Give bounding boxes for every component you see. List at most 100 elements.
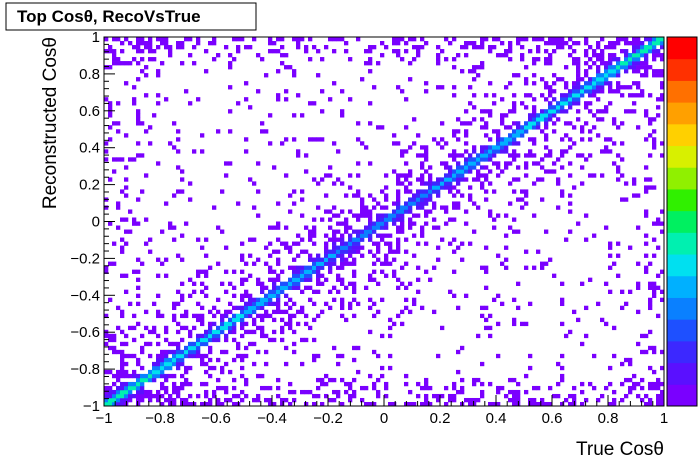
heatmap-cell [276, 225, 281, 230]
heatmap-cell [348, 173, 353, 178]
heatmap-cell [376, 233, 381, 238]
heatmap-cell [112, 57, 117, 62]
heatmap-cell [340, 181, 345, 186]
heatmap-cell [288, 265, 293, 270]
heatmap-cell [616, 253, 621, 258]
heatmap-cell [616, 85, 621, 90]
heatmap-cell [588, 85, 593, 90]
heatmap-cell [516, 389, 521, 395]
heatmap-cell [548, 113, 553, 118]
heatmap-cell [320, 377, 325, 383]
heatmap-cell [228, 161, 233, 166]
heatmap-cell [168, 361, 173, 367]
heatmap-cell [348, 253, 353, 258]
heatmap-cell [532, 81, 537, 86]
heatmap-cell [512, 157, 517, 162]
heatmap-cell [476, 397, 481, 403]
heatmap-cell [656, 273, 661, 278]
heatmap-cell [460, 165, 465, 170]
heatmap-cell [424, 213, 429, 218]
heatmap-cell [532, 61, 537, 66]
heatmap-cell [456, 389, 461, 395]
heatmap-cell [228, 85, 233, 90]
heatmap-cell [472, 65, 477, 70]
heatmap-cell [540, 129, 545, 134]
heatmap-cell [156, 333, 161, 339]
heatmap-cell [472, 397, 477, 403]
heatmap-cell [324, 241, 329, 246]
heatmap-cell [324, 233, 329, 238]
heatmap-cell [120, 189, 125, 194]
heatmap-cell [200, 321, 205, 327]
heatmap-cell [300, 249, 305, 254]
heatmap-cell [168, 393, 173, 399]
heatmap-cell [304, 313, 309, 319]
heatmap-cell [120, 273, 125, 278]
heatmap-cell [520, 37, 525, 42]
heatmap-cell [396, 237, 401, 242]
heatmap-cell [572, 125, 577, 130]
heatmap-cell [472, 77, 477, 82]
heatmap-cell [176, 357, 181, 363]
heatmap-cell [384, 385, 389, 391]
heatmap-cell [556, 77, 561, 82]
heatmap-cell [268, 289, 273, 294]
heatmap-cell [484, 133, 489, 138]
heatmap-cell [116, 369, 121, 375]
heatmap-cell [452, 133, 457, 138]
heatmap-cell [644, 241, 649, 246]
heatmap-cell [636, 281, 641, 286]
heatmap-cell [120, 381, 125, 387]
heatmap-cell [496, 37, 501, 42]
heatmap-cell [608, 81, 613, 86]
heatmap-cell [544, 113, 549, 118]
heatmap-cell [508, 225, 513, 230]
heatmap-cell [380, 217, 385, 222]
heatmap-cell [132, 269, 137, 274]
heatmap-cell [604, 321, 609, 327]
heatmap-cell [592, 53, 597, 58]
heatmap-cell [308, 233, 313, 238]
heatmap-cell [588, 173, 593, 178]
heatmap-cell [504, 141, 509, 146]
heatmap-cell [340, 237, 345, 242]
heatmap-cell [500, 97, 505, 102]
heatmap-cell [160, 349, 165, 355]
heatmap-cell [472, 45, 477, 50]
heatmap-cell [408, 201, 413, 206]
heatmap-cell [560, 77, 565, 82]
heatmap-cell [576, 317, 581, 323]
heatmap-cell [428, 197, 433, 202]
heatmap-cell [344, 49, 349, 54]
heatmap-cell [576, 65, 581, 70]
heatmap-cell [432, 265, 437, 270]
heatmap-cell [232, 37, 237, 42]
heatmap-cell [384, 205, 389, 210]
heatmap-cell [568, 161, 573, 166]
heatmap-cell [424, 201, 429, 206]
heatmap-cell [540, 113, 545, 118]
heatmap-cell [564, 109, 569, 114]
heatmap-cell [284, 301, 289, 307]
heatmap-cell [560, 373, 565, 379]
heatmap-cell [612, 45, 617, 50]
heatmap-cell [420, 201, 425, 206]
heatmap-cell [464, 149, 469, 154]
heatmap-cell [500, 141, 505, 146]
heatmap-cell [104, 37, 109, 42]
heatmap-cell [204, 253, 209, 258]
heatmap-cell [644, 349, 649, 355]
heatmap-cell [500, 169, 505, 174]
heatmap-cell [176, 149, 181, 154]
heatmap-cell [620, 85, 625, 90]
heatmap-cell [404, 249, 409, 254]
y-tick-label: 1 [92, 29, 100, 46]
heatmap-cell [272, 249, 277, 254]
heatmap-cell [204, 285, 209, 290]
heatmap-cell [140, 189, 145, 194]
heatmap-cell [208, 333, 213, 339]
heatmap-cell [184, 377, 189, 383]
heatmap-cell [472, 177, 477, 182]
heatmap-cell [496, 133, 501, 138]
heatmap-cell [472, 201, 477, 206]
